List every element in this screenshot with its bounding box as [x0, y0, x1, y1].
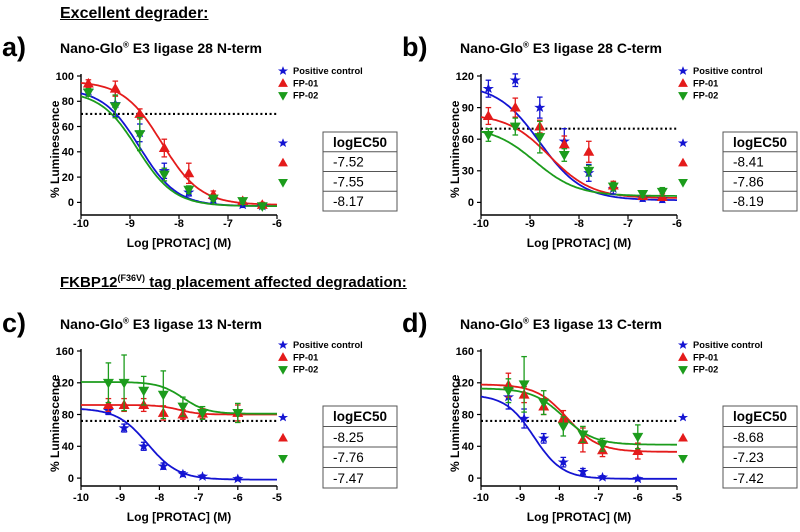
svg-text:120: 120	[56, 378, 74, 390]
svg-text:120: 120	[456, 378, 474, 390]
svg-text:-8.25: -8.25	[333, 430, 364, 445]
svg-text:160: 160	[56, 346, 74, 358]
svg-text:-7.47: -7.47	[333, 471, 364, 486]
svg-text:Positive control: Positive control	[293, 340, 363, 350]
svg-text:FP-01: FP-01	[693, 78, 718, 88]
svg-text:FP-02: FP-02	[693, 91, 718, 101]
svg-text:-8.41: -8.41	[733, 155, 764, 170]
svg-text:0: 0	[68, 197, 74, 209]
svg-text:logEC50: logEC50	[333, 409, 387, 424]
svg-text:40: 40	[462, 441, 474, 453]
svg-text:-7.23: -7.23	[733, 450, 764, 465]
svg-text:-6: -6	[633, 492, 643, 504]
svg-text:-10: -10	[473, 492, 489, 504]
svg-text:-9: -9	[515, 492, 525, 504]
svg-text:80: 80	[62, 409, 74, 421]
svg-text:80: 80	[62, 96, 74, 108]
svg-text:FP-01: FP-01	[293, 78, 318, 88]
svg-text:-10: -10	[73, 492, 89, 504]
svg-text:40: 40	[62, 147, 74, 159]
svg-text:-6: -6	[272, 218, 282, 230]
svg-text:-5: -5	[272, 492, 282, 504]
svg-text:160: 160	[456, 346, 474, 358]
svg-text:0: 0	[68, 473, 74, 485]
svg-text:0: 0	[468, 473, 474, 485]
svg-text:-8.68: -8.68	[733, 430, 764, 445]
svg-text:120: 120	[456, 71, 474, 83]
svg-text:-8.17: -8.17	[333, 194, 364, 209]
svg-text:60: 60	[462, 134, 474, 146]
svg-text:-6: -6	[233, 492, 243, 504]
svg-text:logEC50: logEC50	[733, 409, 787, 424]
svg-text:-7: -7	[623, 218, 633, 230]
svg-text:40: 40	[62, 441, 74, 453]
svg-text:-7.52: -7.52	[333, 155, 364, 170]
svg-text:FP-02: FP-02	[293, 91, 318, 101]
svg-text:100: 100	[56, 71, 74, 83]
svg-text:90: 90	[462, 102, 474, 114]
svg-text:FP-01: FP-01	[693, 352, 718, 362]
svg-text:-7.86: -7.86	[733, 174, 764, 189]
svg-text:60: 60	[62, 121, 74, 133]
svg-text:-8.19: -8.19	[733, 194, 764, 209]
svg-text:-5: -5	[672, 492, 682, 504]
svg-text:-10: -10	[473, 218, 489, 230]
svg-text:-7.42: -7.42	[733, 471, 764, 486]
svg-text:-8: -8	[174, 218, 184, 230]
svg-text:20: 20	[62, 172, 74, 184]
svg-text:-9: -9	[115, 492, 125, 504]
svg-text:30: 30	[462, 166, 474, 178]
svg-text:-7.76: -7.76	[333, 450, 364, 465]
svg-text:Positive control: Positive control	[693, 66, 763, 76]
svg-text:FP-02: FP-02	[693, 365, 718, 375]
svg-text:-8: -8	[155, 492, 165, 504]
svg-text:80: 80	[462, 409, 474, 421]
svg-text:-7: -7	[594, 492, 604, 504]
svg-text:-10: -10	[73, 218, 89, 230]
svg-text:-6: -6	[672, 218, 682, 230]
svg-text:logEC50: logEC50	[333, 135, 387, 150]
svg-text:Positive control: Positive control	[293, 66, 363, 76]
svg-text:-7.55: -7.55	[333, 174, 364, 189]
svg-text:FP-01: FP-01	[293, 352, 318, 362]
svg-text:-7: -7	[194, 492, 204, 504]
svg-text:-8: -8	[574, 218, 584, 230]
svg-text:-7: -7	[223, 218, 233, 230]
svg-text:FP-02: FP-02	[293, 365, 318, 375]
svg-text:-9: -9	[525, 218, 535, 230]
svg-text:-9: -9	[125, 218, 135, 230]
svg-text:logEC50: logEC50	[733, 135, 787, 150]
svg-text:-8: -8	[555, 492, 565, 504]
svg-text:0: 0	[468, 197, 474, 209]
svg-text:Positive control: Positive control	[693, 340, 763, 350]
